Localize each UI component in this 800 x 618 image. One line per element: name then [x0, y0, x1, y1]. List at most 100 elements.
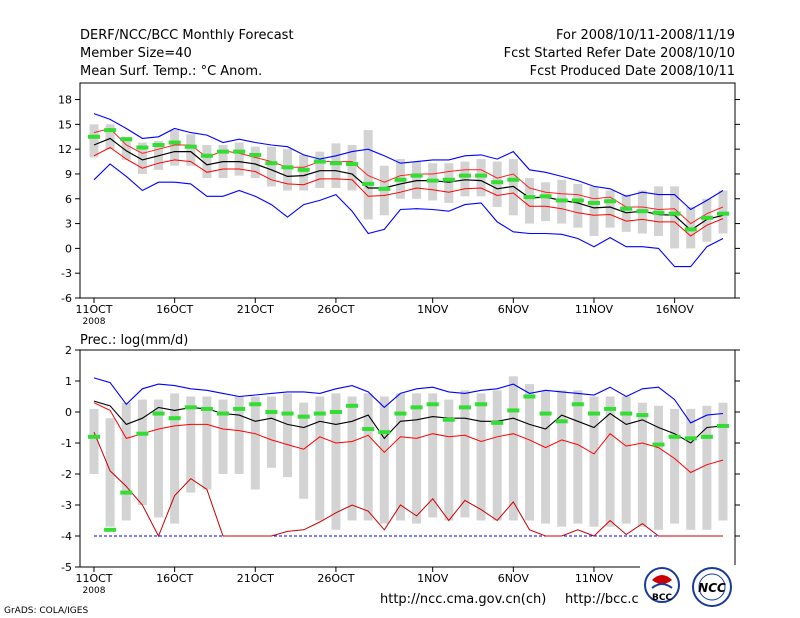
- spread-box: [412, 393, 422, 524]
- spread-box: [395, 393, 405, 521]
- spread-box: [557, 390, 567, 527]
- spread-box: [589, 186, 599, 236]
- spread-box: [121, 136, 131, 160]
- observed-marker: [636, 413, 649, 418]
- footer-url-ncc[interactable]: http://ncc.cma.gov.cn(ch): [380, 592, 546, 607]
- spread-box: [541, 390, 551, 524]
- header-variable: Mean Surf. Temp.: °C Anom.: [80, 64, 262, 79]
- spread-box: [621, 396, 631, 524]
- footer-url-bcc[interactable]: http://bcc.c: [565, 592, 639, 607]
- x-tick-label: 21OCT: [237, 572, 274, 585]
- y-tick-label: 1: [65, 375, 72, 388]
- precip-title: Prec.: log(mm/d): [80, 333, 188, 348]
- spread-box: [460, 390, 470, 518]
- spread-box: [299, 402, 309, 499]
- spread-box: [137, 399, 147, 505]
- observed-marker: [281, 411, 294, 416]
- observed-marker: [88, 434, 100, 439]
- x-tick-label: 16OCT: [156, 303, 193, 316]
- x-tick-label: 11OCT: [75, 303, 112, 316]
- spread-box: [718, 402, 728, 521]
- spread-box: [121, 402, 131, 521]
- ncc-logo-text: NCC: [698, 581, 726, 595]
- observed-marker: [523, 394, 536, 399]
- x-tick-label: 1NOV: [417, 303, 449, 316]
- observed-marker: [426, 178, 439, 183]
- spread-box: [186, 134, 196, 166]
- observed-marker: [104, 128, 117, 133]
- observed-marker: [152, 143, 165, 148]
- x-tick-label: 16NOV: [656, 303, 695, 316]
- spread-box: [508, 159, 518, 216]
- observed-marker: [378, 430, 391, 435]
- spread-box: [315, 396, 325, 521]
- bcc-logo-text: BCC: [652, 593, 672, 603]
- series-upper-line: [93, 127, 724, 225]
- observed-marker: [539, 194, 552, 199]
- spread-box: [605, 396, 615, 527]
- series-max-line: [93, 113, 724, 211]
- series-lower-line: [93, 402, 724, 474]
- y-tick-label: -1: [61, 437, 72, 450]
- ncc-logo: NCC: [690, 565, 740, 613]
- x-tick-year: 2008: [83, 586, 106, 596]
- spread-box: [170, 393, 180, 524]
- spread-box: [331, 393, 341, 530]
- observed-marker: [313, 411, 326, 416]
- spread-box: [283, 393, 293, 478]
- observed-marker: [265, 161, 278, 166]
- observed-marker: [410, 173, 423, 178]
- spread-box: [460, 161, 470, 197]
- spread-box: [347, 396, 357, 521]
- observed-marker: [620, 411, 633, 416]
- y-tick-label: 2: [65, 344, 72, 357]
- spread-box: [218, 399, 228, 474]
- spread-box: [670, 408, 680, 524]
- spread-box: [653, 405, 663, 530]
- observed-marker: [652, 442, 665, 447]
- header-produced-date: Fcst Produced Date 2008/10/11: [530, 64, 735, 79]
- spread-box: [444, 399, 454, 521]
- spread-box: [476, 159, 486, 197]
- spread-box: [702, 198, 712, 242]
- spread-box: [637, 402, 647, 527]
- observed-marker: [200, 153, 213, 158]
- observed-marker: [700, 215, 713, 220]
- x-tick-label: 1NOV: [417, 572, 449, 585]
- grads-credit: GrADS: COLA/IGES: [4, 606, 88, 616]
- observed-marker: [394, 177, 407, 182]
- header-period: For 2008/10/11-2008/11/19: [556, 28, 735, 43]
- series-lowest-line: [93, 432, 723, 538]
- plot-frame: [79, 349, 736, 568]
- y-tick-label: -3: [61, 499, 72, 512]
- spread-box: [331, 143, 341, 189]
- spread-box: [266, 146, 276, 187]
- spread-box: [476, 393, 486, 521]
- series-upper-line: [93, 400, 724, 444]
- y-tick-label: -2: [61, 468, 72, 481]
- x-tick-label: 11NOV: [575, 303, 614, 316]
- spread-box: [250, 396, 260, 490]
- observed-marker: [136, 431, 149, 436]
- observed-marker: [329, 410, 342, 414]
- observed-marker: [217, 149, 230, 154]
- observed-marker: [281, 165, 294, 170]
- observed-marker: [587, 411, 600, 416]
- y-tick-label: -5: [61, 561, 72, 574]
- x-tick-label: 11NOV: [575, 572, 614, 585]
- spread-box: [702, 405, 712, 530]
- spread-box: [250, 146, 260, 179]
- observed-marker: [233, 406, 246, 411]
- observed-marker: [491, 420, 504, 425]
- observed-marker: [442, 177, 455, 182]
- bcc-logo: BCC: [640, 565, 690, 613]
- observed-marker: [217, 411, 230, 416]
- observed-marker: [475, 402, 488, 407]
- y-tick-label: 9: [65, 168, 72, 181]
- spread-box: [89, 408, 99, 474]
- x-tick-year: 2008: [83, 317, 106, 327]
- header-member-size: Member Size=40: [80, 46, 192, 61]
